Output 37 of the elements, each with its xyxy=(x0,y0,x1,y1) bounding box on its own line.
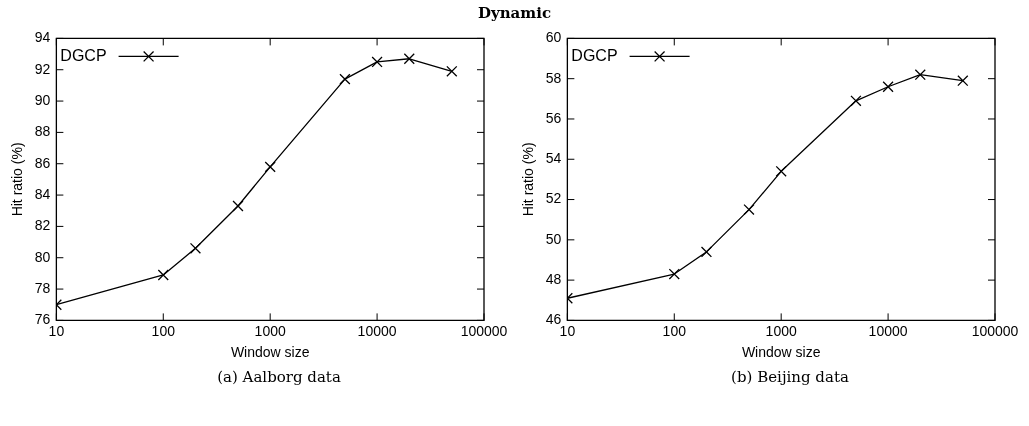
y-tick-label: 54 xyxy=(545,150,562,167)
y-tick-label: 50 xyxy=(545,230,562,247)
y-tick-label: 48 xyxy=(545,270,562,287)
y-axis-title: Hit ratio (%) xyxy=(9,142,26,217)
x-axis-title: Window size xyxy=(230,344,310,361)
x-tick-label: 1000 xyxy=(765,322,797,339)
x-tick-label: 100000 xyxy=(460,322,508,339)
x-tick-label: 10000 xyxy=(357,322,397,339)
y-tick-label: 60 xyxy=(545,29,562,46)
x-tick-label: 100 xyxy=(662,322,687,339)
y-axis-title: Hit ratio (%) xyxy=(520,142,537,217)
y-tick-label: 52 xyxy=(545,190,562,207)
legend-label: DGCP xyxy=(571,46,618,64)
text: (b) Beijing data xyxy=(730,368,850,386)
x-tick-label: 10000 xyxy=(868,322,908,339)
y-tick-label: 94 xyxy=(34,29,51,46)
x-tick-label: 1000 xyxy=(254,322,286,339)
y-tick-label: 92 xyxy=(34,60,51,77)
y-tick-label: 58 xyxy=(545,69,562,86)
x-axis-title: Window size xyxy=(741,344,821,361)
y-tick-label: 80 xyxy=(34,248,51,265)
x-tick-label: 100 xyxy=(151,322,176,339)
y-tick-label: 78 xyxy=(34,279,51,296)
x-tick-label: 10 xyxy=(559,322,576,339)
y-tick-label: 90 xyxy=(34,91,51,108)
y-tick-label: 46 xyxy=(545,311,562,328)
x-tick-label: 100000 xyxy=(971,322,1019,339)
y-tick-label: 88 xyxy=(34,123,51,140)
x-tick-label: 10 xyxy=(48,322,65,339)
y-tick-label: 84 xyxy=(34,185,51,202)
legend-label: DGCP xyxy=(60,46,107,64)
y-tick-label: 82 xyxy=(34,217,51,234)
y-tick-label: 86 xyxy=(34,154,51,171)
y-tick-label: 56 xyxy=(545,109,562,126)
y-tick-label: 76 xyxy=(34,311,51,328)
text: Dynamic xyxy=(476,3,553,24)
text: (a) Aalborg data xyxy=(216,368,342,386)
